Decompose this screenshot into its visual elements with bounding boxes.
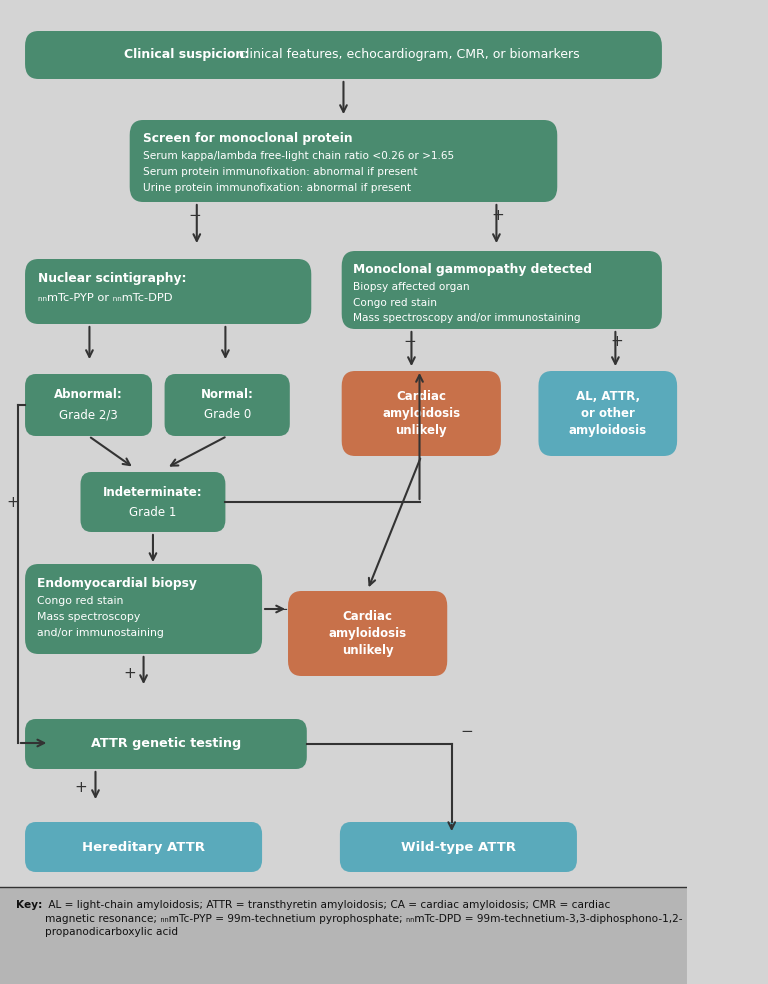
FancyBboxPatch shape <box>25 564 262 654</box>
FancyBboxPatch shape <box>0 887 687 984</box>
Text: Grade 0: Grade 0 <box>204 408 251 421</box>
FancyBboxPatch shape <box>164 374 290 436</box>
Text: +: + <box>611 335 624 349</box>
Text: Clinical suspicion:: Clinical suspicion: <box>124 48 249 61</box>
FancyBboxPatch shape <box>81 472 225 532</box>
Text: Mass spectroscopy: Mass spectroscopy <box>37 612 140 622</box>
Text: Endomyocardial biopsy: Endomyocardial biopsy <box>37 577 197 590</box>
Text: Hereditary ATTR: Hereditary ATTR <box>82 840 205 853</box>
Text: +: + <box>6 495 19 510</box>
Text: −: − <box>461 723 473 739</box>
Text: Congo red stain: Congo red stain <box>353 297 437 307</box>
Text: Grade 1: Grade 1 <box>129 506 177 519</box>
Text: Abnormal:: Abnormal: <box>55 389 123 401</box>
Text: −: − <box>403 335 416 349</box>
Text: Serum kappa/lambda free-light chain ratio <0.26 or >1.65: Serum kappa/lambda free-light chain rati… <box>143 151 454 161</box>
Text: Urine protein immunofixation: abnormal if present: Urine protein immunofixation: abnormal i… <box>143 183 411 193</box>
FancyBboxPatch shape <box>340 822 577 872</box>
Text: Screen for monoclonal protein: Screen for monoclonal protein <box>143 132 353 145</box>
Text: Mass spectroscopy and/or immunostaining: Mass spectroscopy and/or immunostaining <box>353 313 581 323</box>
FancyBboxPatch shape <box>25 719 306 769</box>
Text: Wild-type ATTR: Wild-type ATTR <box>401 840 516 853</box>
Text: Cardiac
amyloidosis
unlikely: Cardiac amyloidosis unlikely <box>329 610 407 657</box>
Text: Congo red stain: Congo red stain <box>37 596 123 606</box>
Text: ₙₙmTc-PYP or ₙₙmTc-DPD: ₙₙmTc-PYP or ₙₙmTc-DPD <box>38 293 172 303</box>
Text: +: + <box>124 665 137 681</box>
Text: Biopsy affected organ: Biopsy affected organ <box>353 282 470 292</box>
FancyBboxPatch shape <box>25 822 262 872</box>
Text: Indeterminate:: Indeterminate: <box>103 485 203 499</box>
Text: Cardiac
amyloidosis
unlikely: Cardiac amyloidosis unlikely <box>382 390 460 437</box>
Text: −: − <box>276 601 288 617</box>
Text: +: + <box>492 209 505 223</box>
FancyBboxPatch shape <box>342 371 501 456</box>
Text: Monoclonal gammopathy detected: Monoclonal gammopathy detected <box>353 263 592 276</box>
Text: Key:: Key: <box>16 900 42 910</box>
Text: ATTR genetic testing: ATTR genetic testing <box>91 737 241 751</box>
Text: Nuclear scintigraphy:: Nuclear scintigraphy: <box>38 272 186 285</box>
Text: Normal:: Normal: <box>200 389 253 401</box>
Text: −: − <box>237 495 250 510</box>
FancyBboxPatch shape <box>130 120 558 202</box>
Text: Serum protein immunofixation: abnormal if present: Serum protein immunofixation: abnormal i… <box>143 167 418 177</box>
Text: AL, ATTR,
or other
amyloidosis: AL, ATTR, or other amyloidosis <box>569 390 647 437</box>
FancyBboxPatch shape <box>25 374 152 436</box>
FancyBboxPatch shape <box>288 591 447 676</box>
Text: clinical features, echocardiogram, CMR, or biomarkers: clinical features, echocardiogram, CMR, … <box>235 48 580 61</box>
Text: −: − <box>189 209 201 223</box>
FancyBboxPatch shape <box>342 251 662 329</box>
FancyBboxPatch shape <box>538 371 677 456</box>
Text: and/or immunostaining: and/or immunostaining <box>37 628 164 638</box>
Text: Grade 2/3: Grade 2/3 <box>59 408 118 421</box>
Text: AL = light-chain amyloidosis; ATTR = transthyretin amyloidosis; CA = cardiac amy: AL = light-chain amyloidosis; ATTR = tra… <box>45 900 682 937</box>
FancyBboxPatch shape <box>25 31 662 79</box>
FancyBboxPatch shape <box>25 259 311 324</box>
Text: +: + <box>74 780 88 795</box>
